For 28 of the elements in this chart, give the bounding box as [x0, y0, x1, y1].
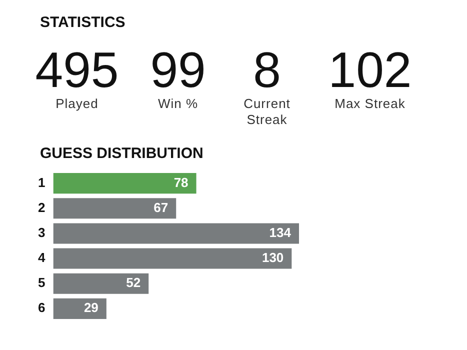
chart-title: GUESS DISTRIBUTION	[40, 145, 204, 162]
y-tick-label: 3	[38, 225, 46, 240]
bar	[53, 173, 196, 194]
data-label: 495	[35, 42, 119, 98]
y-tick-label: 4	[38, 250, 46, 266]
data-label: 134	[269, 225, 292, 240]
category-label: Current Streak	[242, 96, 292, 128]
data-label: 78	[174, 174, 188, 190]
y-tick-label: 1	[38, 174, 46, 190]
data-label: 99	[150, 42, 206, 98]
category-label: Played	[56, 96, 98, 112]
data-label: 8	[253, 42, 281, 98]
data-label: 29	[84, 300, 98, 316]
y-tick-label: 6	[38, 300, 46, 316]
data-label: 67	[154, 200, 168, 215]
category-label: Max Streak	[334, 96, 406, 112]
data-label: 102	[328, 42, 412, 98]
data-label: 130	[262, 250, 284, 266]
category-label: Win %	[158, 96, 198, 112]
text: STATISTICS	[40, 14, 126, 31]
bar	[53, 273, 149, 294]
data-label: 52	[126, 275, 141, 290]
y-tick-label: 2	[38, 200, 46, 215]
bar	[53, 198, 176, 219]
bar	[53, 298, 106, 319]
y-tick-label: 5	[38, 275, 46, 290]
bar	[53, 248, 292, 269]
bar	[53, 223, 299, 244]
